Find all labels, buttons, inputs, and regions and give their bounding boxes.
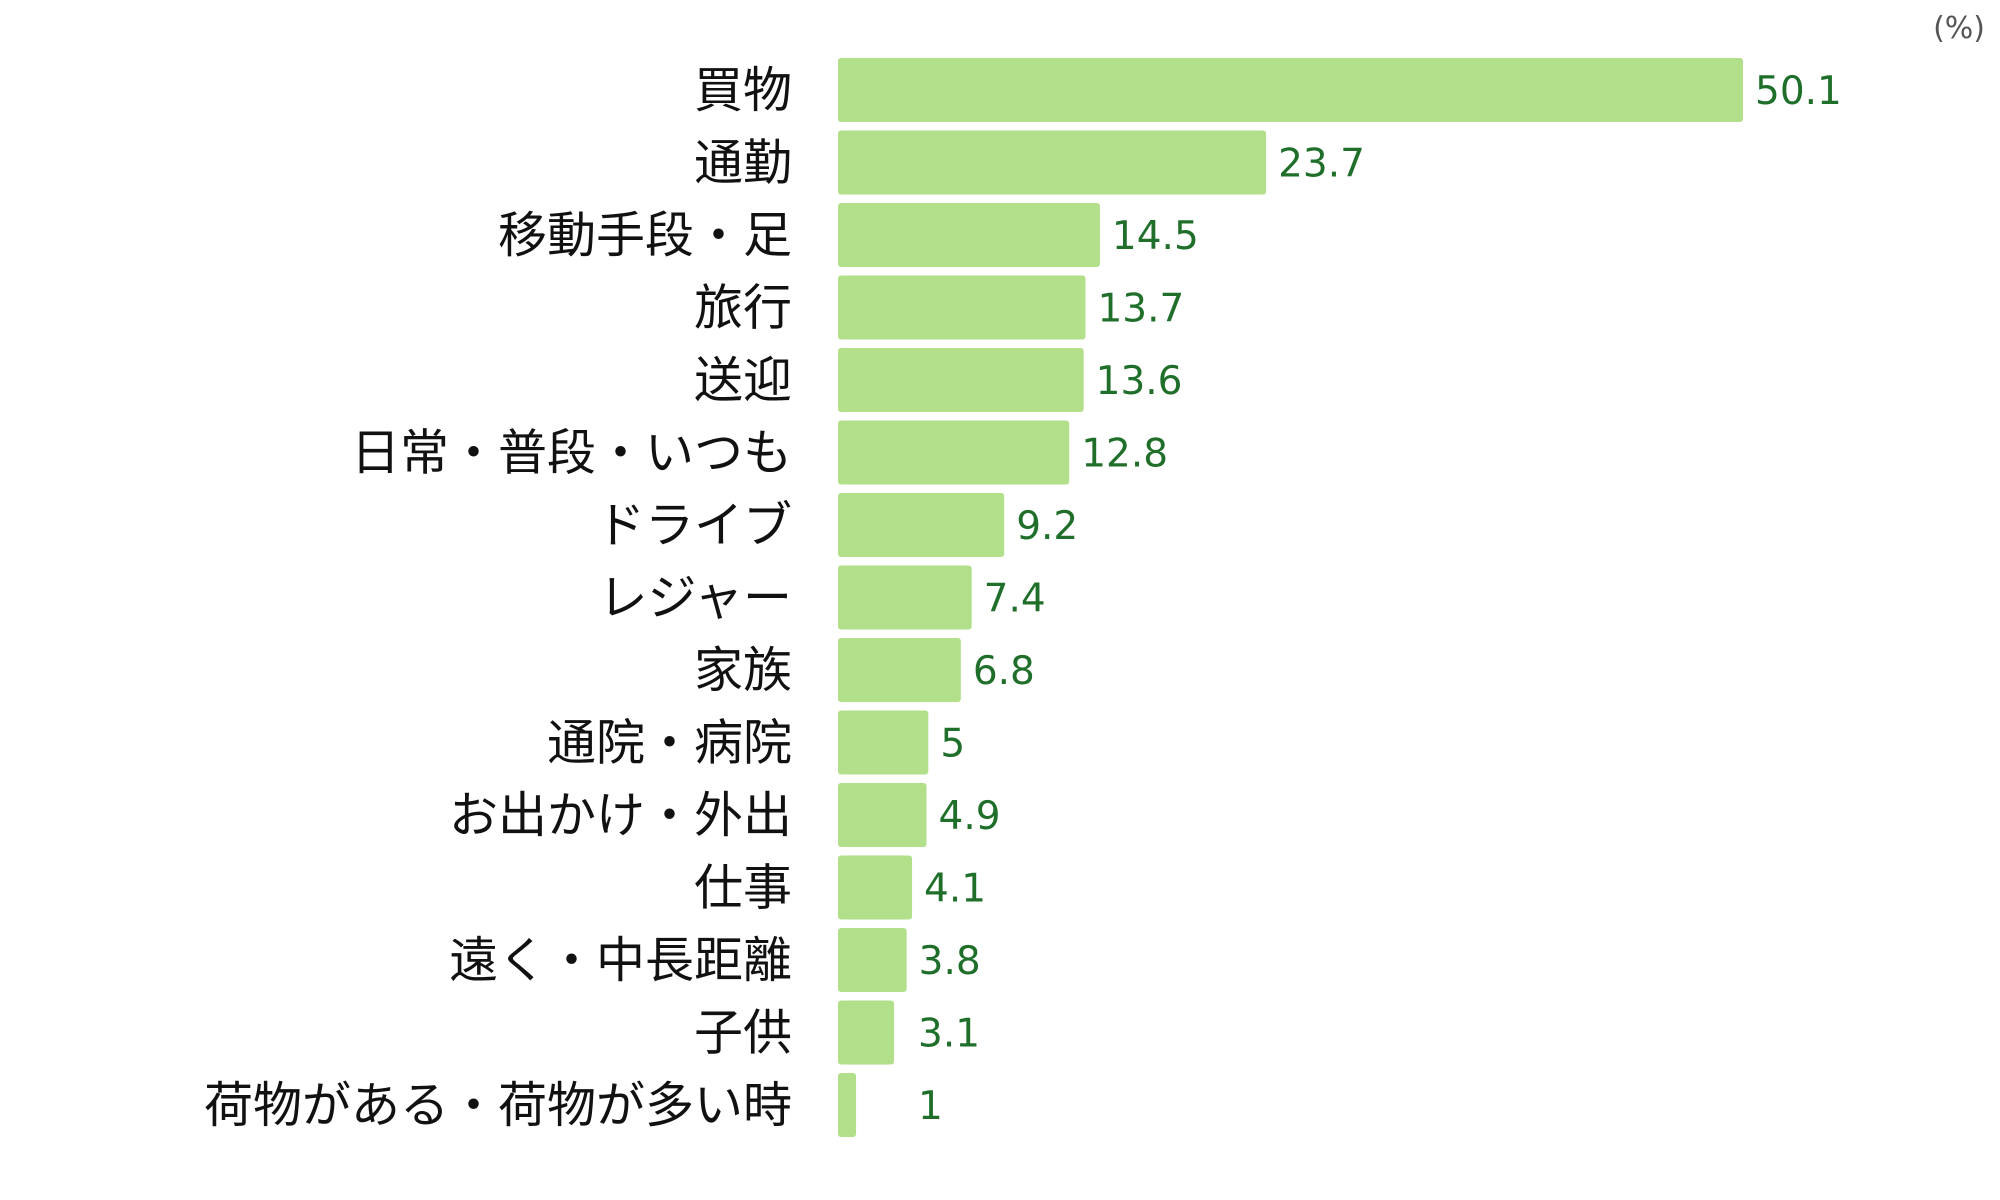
value-label: 3.8 <box>919 939 981 984</box>
bar <box>838 783 927 847</box>
bar <box>838 203 1100 267</box>
category-label: 旅行 <box>694 280 792 337</box>
category-label: 家族 <box>694 642 792 699</box>
bar <box>838 493 1005 557</box>
category-label: 通院・病院 <box>547 715 792 772</box>
category-label: 日常・普段・いつも <box>351 425 792 482</box>
value-label: 9.2 <box>1016 504 1078 549</box>
bar <box>838 1073 857 1137</box>
value-label: 6.8 <box>973 649 1035 694</box>
unit-label: (%) <box>1933 11 1985 46</box>
bar <box>838 928 907 992</box>
bars-group: 買物 50.1 通勤 23.7 移動手段・足 14.5 旅行 13.7 送迎 13.6 日常・普段・… <box>204 58 1842 1137</box>
category-label: 通勤 <box>694 135 792 192</box>
bar <box>838 1000 894 1065</box>
category-label: 仕事 <box>694 860 792 917</box>
category-label: ドライブ <box>596 497 792 554</box>
category-label: 子供 <box>694 1005 792 1062</box>
category-label: 買物 <box>694 62 792 119</box>
value-label: 13.6 <box>1096 359 1183 404</box>
bar <box>838 275 1086 340</box>
category-label: お出かけ・外出 <box>449 787 792 844</box>
category-label: 送迎 <box>694 352 792 409</box>
value-label: 7.4 <box>984 577 1046 622</box>
value-label: 23.7 <box>1278 142 1365 187</box>
value-label: 1 <box>918 1084 943 1129</box>
bar <box>838 710 929 775</box>
value-label: 4.9 <box>939 794 1001 839</box>
bar <box>838 348 1084 412</box>
value-label: 50.1 <box>1755 69 1842 114</box>
value-label: 5 <box>940 722 965 767</box>
value-label: 14.5 <box>1112 214 1199 259</box>
value-label: 12.8 <box>1081 432 1168 477</box>
value-label: 3.1 <box>918 1012 980 1057</box>
value-label: 13.7 <box>1097 287 1184 332</box>
category-label: レジャー <box>598 570 792 627</box>
bar <box>838 638 961 702</box>
category-label: 移動手段・足 <box>498 207 792 264</box>
bar <box>838 58 1743 122</box>
bar <box>838 855 913 920</box>
bar <box>838 565 972 630</box>
category-label: 荷物がある・荷物が多い時 <box>204 1077 792 1134</box>
bar <box>838 420 1070 485</box>
category-label: 遠く・中長距離 <box>449 932 792 989</box>
bar <box>838 130 1267 195</box>
value-label: 4.1 <box>924 867 986 912</box>
